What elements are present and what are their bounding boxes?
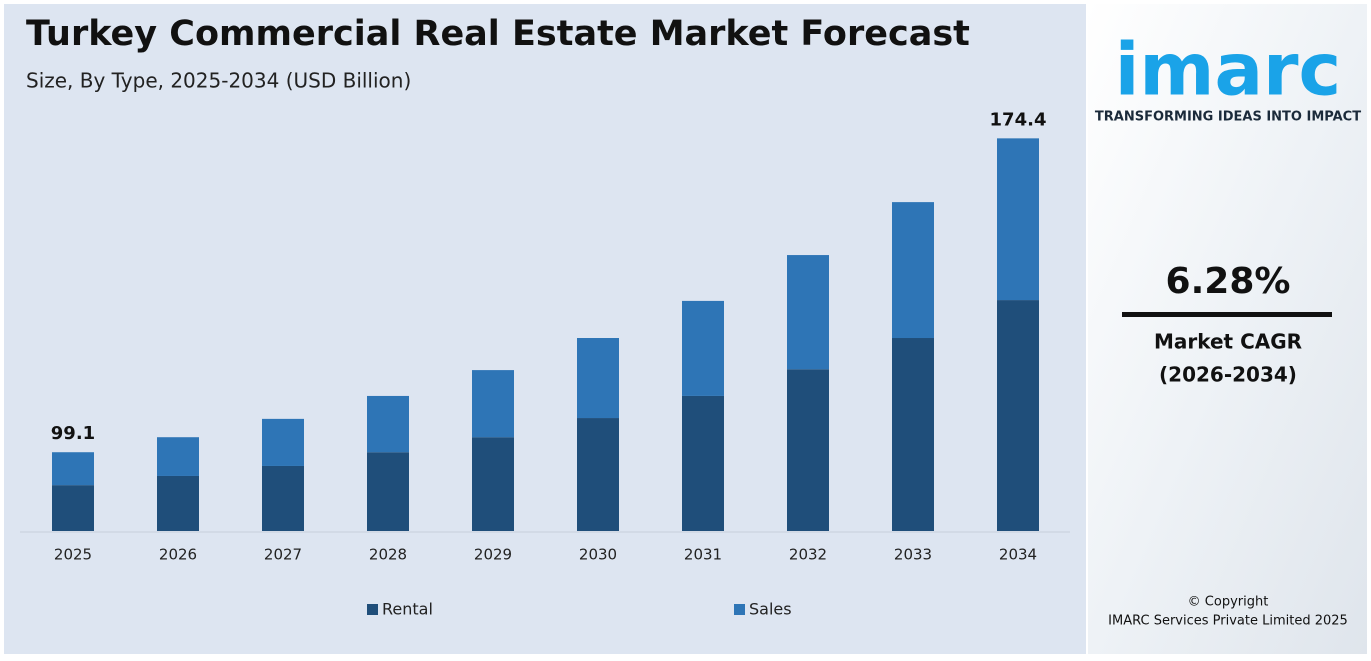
x-tick-label: 2026: [159, 546, 197, 564]
x-tick-label: 2025: [54, 546, 92, 564]
tagline: TRANSFORMING IDEAS INTO IMPACT: [1095, 110, 1361, 125]
x-tick-label: 2030: [579, 546, 617, 564]
bar-segment: [787, 255, 829, 370]
bar-segment: [997, 138, 1039, 301]
bar-segment: [262, 465, 304, 531]
cagr-value: 6.28%: [1166, 261, 1291, 302]
bar-segment: [367, 452, 409, 531]
x-tick-label: 2028: [369, 546, 407, 564]
chart-subtitle: Size, By Type, 2025-2034 (USD Billion): [26, 69, 411, 93]
bar-segment: [682, 300, 724, 396]
bar-segment: [997, 300, 1039, 531]
total-label: 174.4: [990, 109, 1047, 130]
bar-segment: [577, 338, 619, 419]
bar-segment: [52, 452, 94, 486]
bar-segment: [577, 418, 619, 531]
legend-swatch: [734, 604, 745, 615]
cagr-label: Market CAGR: [1154, 330, 1302, 354]
chart-title: Turkey Commercial Real Estate Market For…: [26, 14, 970, 54]
legend-label: Sales: [749, 600, 792, 619]
bar-segment: [157, 475, 199, 531]
bar-segment: [367, 395, 409, 453]
x-tick-label: 2034: [999, 546, 1037, 564]
bar-segment: [892, 202, 934, 339]
cagr-period: (2026-2034): [1159, 363, 1297, 387]
logo: imarc: [1115, 28, 1341, 112]
x-tick-label: 2031: [684, 546, 722, 564]
bar-segment: [682, 395, 724, 531]
bar-segment: [262, 418, 304, 466]
bar-segment: [472, 370, 514, 438]
divider: [1122, 312, 1332, 317]
bar-segment: [787, 369, 829, 531]
company: IMARC Services Private Limited 2025: [1108, 614, 1348, 629]
bar-segment: [472, 437, 514, 531]
side-panel: [1088, 4, 1367, 654]
x-tick-label: 2033: [894, 546, 932, 564]
legend-swatch: [367, 604, 378, 615]
bar-segment: [892, 338, 934, 531]
bar-segment: [52, 485, 94, 531]
legend-label: Rental: [382, 600, 433, 619]
x-tick-label: 2027: [264, 546, 302, 564]
x-tick-label: 2032: [789, 546, 827, 564]
x-tick-label: 2029: [474, 546, 512, 564]
copyright: © Copyright: [1188, 595, 1269, 610]
total-label: 99.1: [51, 423, 95, 444]
bar-segment: [157, 437, 199, 476]
